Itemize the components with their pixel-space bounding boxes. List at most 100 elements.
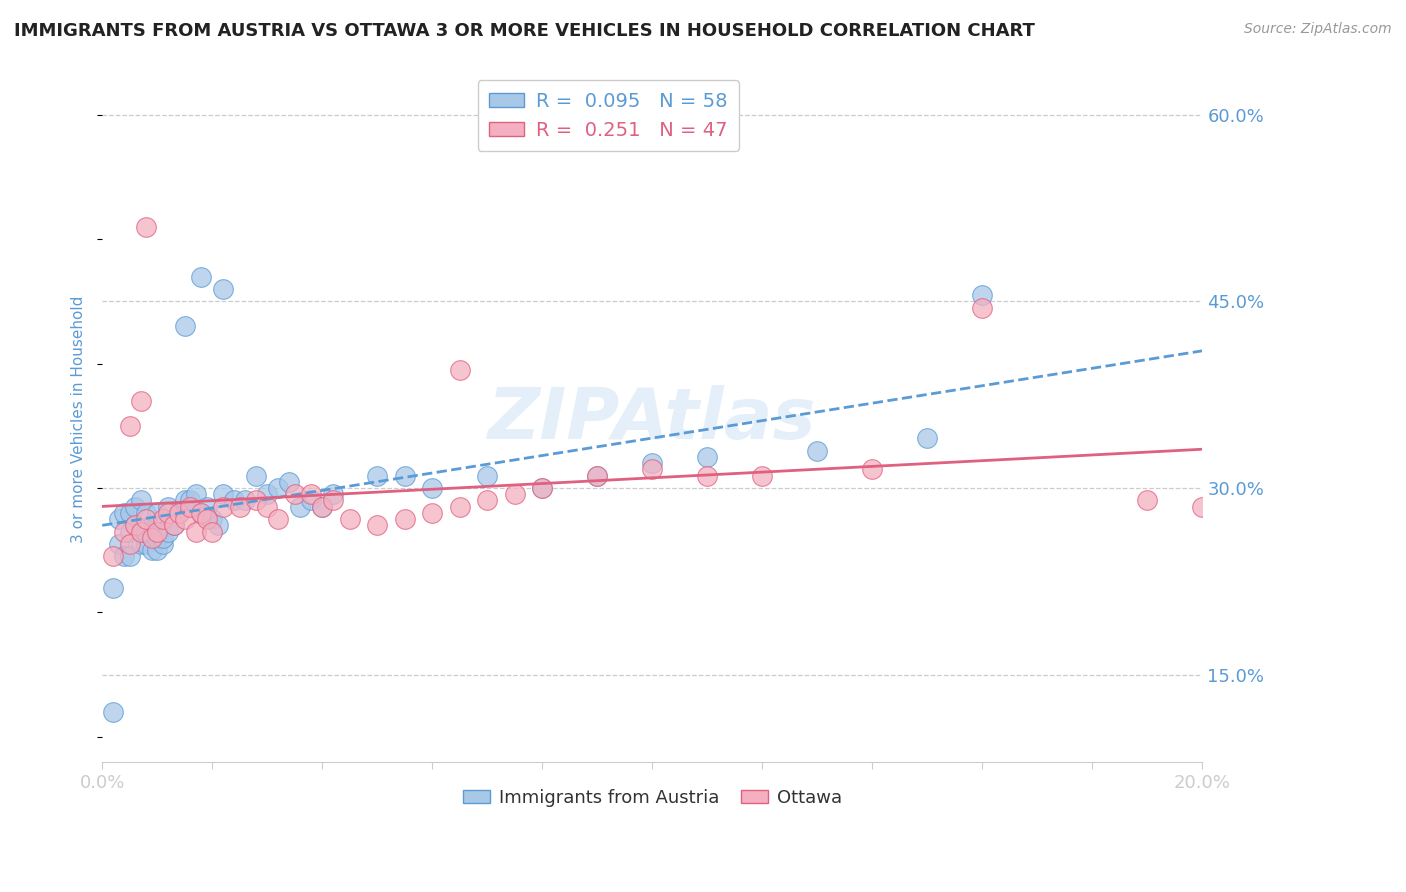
Point [233,493,256,508]
Y-axis label: 3 or more Vehicles in Household: 3 or more Vehicles in Household [72,296,86,543]
Point [290,500,312,514]
Point [256,500,278,514]
Point [190,269,212,284]
Point [129,393,152,408]
Point [163,518,186,533]
Point [299,487,322,501]
Point [112,524,135,539]
Point [449,363,471,377]
Point [103,549,125,564]
Point [477,468,499,483]
Point [278,475,301,489]
Point [806,443,828,458]
Point [157,500,180,514]
Point [179,500,201,514]
Point [157,524,180,539]
Point [141,531,163,545]
Point [129,524,152,539]
Point [256,487,278,501]
Point [972,288,994,302]
Point [339,512,361,526]
Point [112,549,135,564]
Point [135,537,157,551]
Point [190,506,212,520]
Point [394,512,416,526]
Point [420,481,443,495]
Point [173,319,195,334]
Point [586,468,609,483]
Point [299,493,322,508]
Point [167,506,190,520]
Point [751,468,773,483]
Point [184,524,207,539]
Point [107,512,129,526]
Point [972,301,994,315]
Point [152,531,174,545]
Point [366,518,388,533]
Point [146,531,169,545]
Point [173,493,195,508]
Point [173,512,195,526]
Point [860,462,883,476]
Point [420,506,443,520]
Point [641,462,664,476]
Point [190,506,212,520]
Point [124,518,146,533]
Point [224,493,246,508]
Point [366,468,388,483]
Point [531,481,554,495]
Point [212,500,235,514]
Point [118,418,141,433]
Point [118,506,141,520]
Point [124,500,146,514]
Point [503,487,526,501]
Text: Source: ZipAtlas.com: Source: ZipAtlas.com [1244,22,1392,37]
Point [1136,493,1159,508]
Point [179,493,201,508]
Point [267,512,290,526]
Point [322,493,344,508]
Point [245,493,267,508]
Text: ZIPAtlas: ZIPAtlas [488,385,817,454]
Point [107,537,129,551]
Point [267,481,290,495]
Point [917,431,939,445]
Point [245,468,267,483]
Point [696,468,718,483]
Point [229,500,252,514]
Point [135,512,157,526]
Point [129,537,152,551]
Point [112,506,135,520]
Point [157,506,180,520]
Point [163,518,186,533]
Point [212,487,235,501]
Point [118,537,141,551]
Point [146,506,169,520]
Point [103,581,125,595]
Point [195,500,218,514]
Point [146,543,169,558]
Point [449,500,471,514]
Point [201,524,224,539]
Point [207,518,229,533]
Point [641,456,664,470]
Point [201,512,224,526]
Legend: Immigrants from Austria, Ottawa: Immigrants from Austria, Ottawa [456,782,849,814]
Point [322,487,344,501]
Point [696,450,718,464]
Point [477,493,499,508]
Point [118,549,141,564]
Point [146,524,169,539]
Point [167,506,190,520]
Point [1191,500,1213,514]
Point [129,493,152,508]
Point [586,468,609,483]
Text: IMMIGRANTS FROM AUSTRIA VS OTTAWA 3 OR MORE VEHICLES IN HOUSEHOLD CORRELATION CH: IMMIGRANTS FROM AUSTRIA VS OTTAWA 3 OR M… [14,22,1035,40]
Point [531,481,554,495]
Point [311,500,333,514]
Point [152,512,174,526]
Point [212,282,235,296]
Point [152,537,174,551]
Point [135,506,157,520]
Point [118,524,141,539]
